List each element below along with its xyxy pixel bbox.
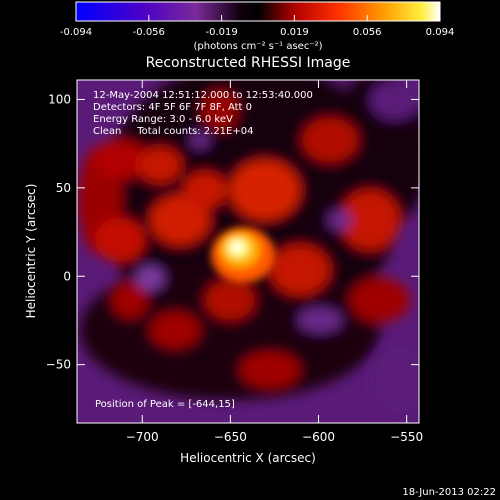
- annotation-time-range: 12-May-2004 12:51:12.000 to 12:53:40.000: [93, 90, 313, 101]
- colorbar-tick-label: 0.019: [280, 27, 309, 38]
- annotation-clean-counts: Clean Total counts: 2.21E+04: [93, 126, 253, 137]
- footer-date: 18-Jun-2013 02:22: [402, 487, 496, 498]
- x-tick-label: −550: [390, 430, 423, 444]
- colorbar-tick-label: -0.019: [205, 27, 237, 38]
- y-tick-label: −50: [46, 358, 71, 372]
- y-tick-label: 0: [63, 269, 71, 283]
- colorbar: -0.094 -0.056 -0.019 0.019 0.056 0.094 (…: [60, 1, 454, 52]
- annotation-energy-range: Energy Range: 3.0 - 6.0 keV: [93, 114, 233, 125]
- chart-title: Reconstructed RHESSI Image: [146, 55, 351, 71]
- x-tick-label: −700: [126, 430, 159, 444]
- observation-annotations: 12-May-2004 12:51:12.000 to 12:53:40.000…: [93, 90, 313, 137]
- y-tick-label: 50: [56, 181, 71, 195]
- heatmap-image: [77, 80, 419, 423]
- y-axis-label: Heliocentric Y (arcsec): [24, 184, 38, 319]
- plot-frame: [76, 79, 420, 424]
- x-axis-ticks: −700 −650 −600 −550: [126, 80, 423, 444]
- colorbar-tick-label: 0.094: [426, 27, 455, 38]
- peak-position-label: Position of Peak = [-644,15]: [95, 399, 235, 410]
- colorbar-tick-label: -0.094: [60, 27, 92, 38]
- y-axis-ticks: −50 0 50 100: [46, 92, 419, 372]
- annotation-detectors: Detectors: 4F 5F 6F 7F 8F, Att 0: [93, 102, 252, 113]
- colorbar-ticks: [75, 15, 441, 21]
- colorbar-tick-label: 0.056: [353, 27, 382, 38]
- x-axis-label: Heliocentric X (arcsec): [180, 451, 316, 465]
- y-tick-label: 100: [48, 92, 71, 106]
- colorbar-gradient: [75, 1, 441, 22]
- colorbar-tick-labels: -0.094 -0.056 -0.019 0.019 0.056 0.094: [60, 27, 454, 38]
- colorbar-tick-label: -0.056: [133, 27, 165, 38]
- colorbar-unit-label: (photons cm⁻² s⁻¹ asec⁻²): [193, 41, 322, 52]
- x-tick-label: −600: [302, 430, 335, 444]
- x-tick-label: −650: [214, 430, 247, 444]
